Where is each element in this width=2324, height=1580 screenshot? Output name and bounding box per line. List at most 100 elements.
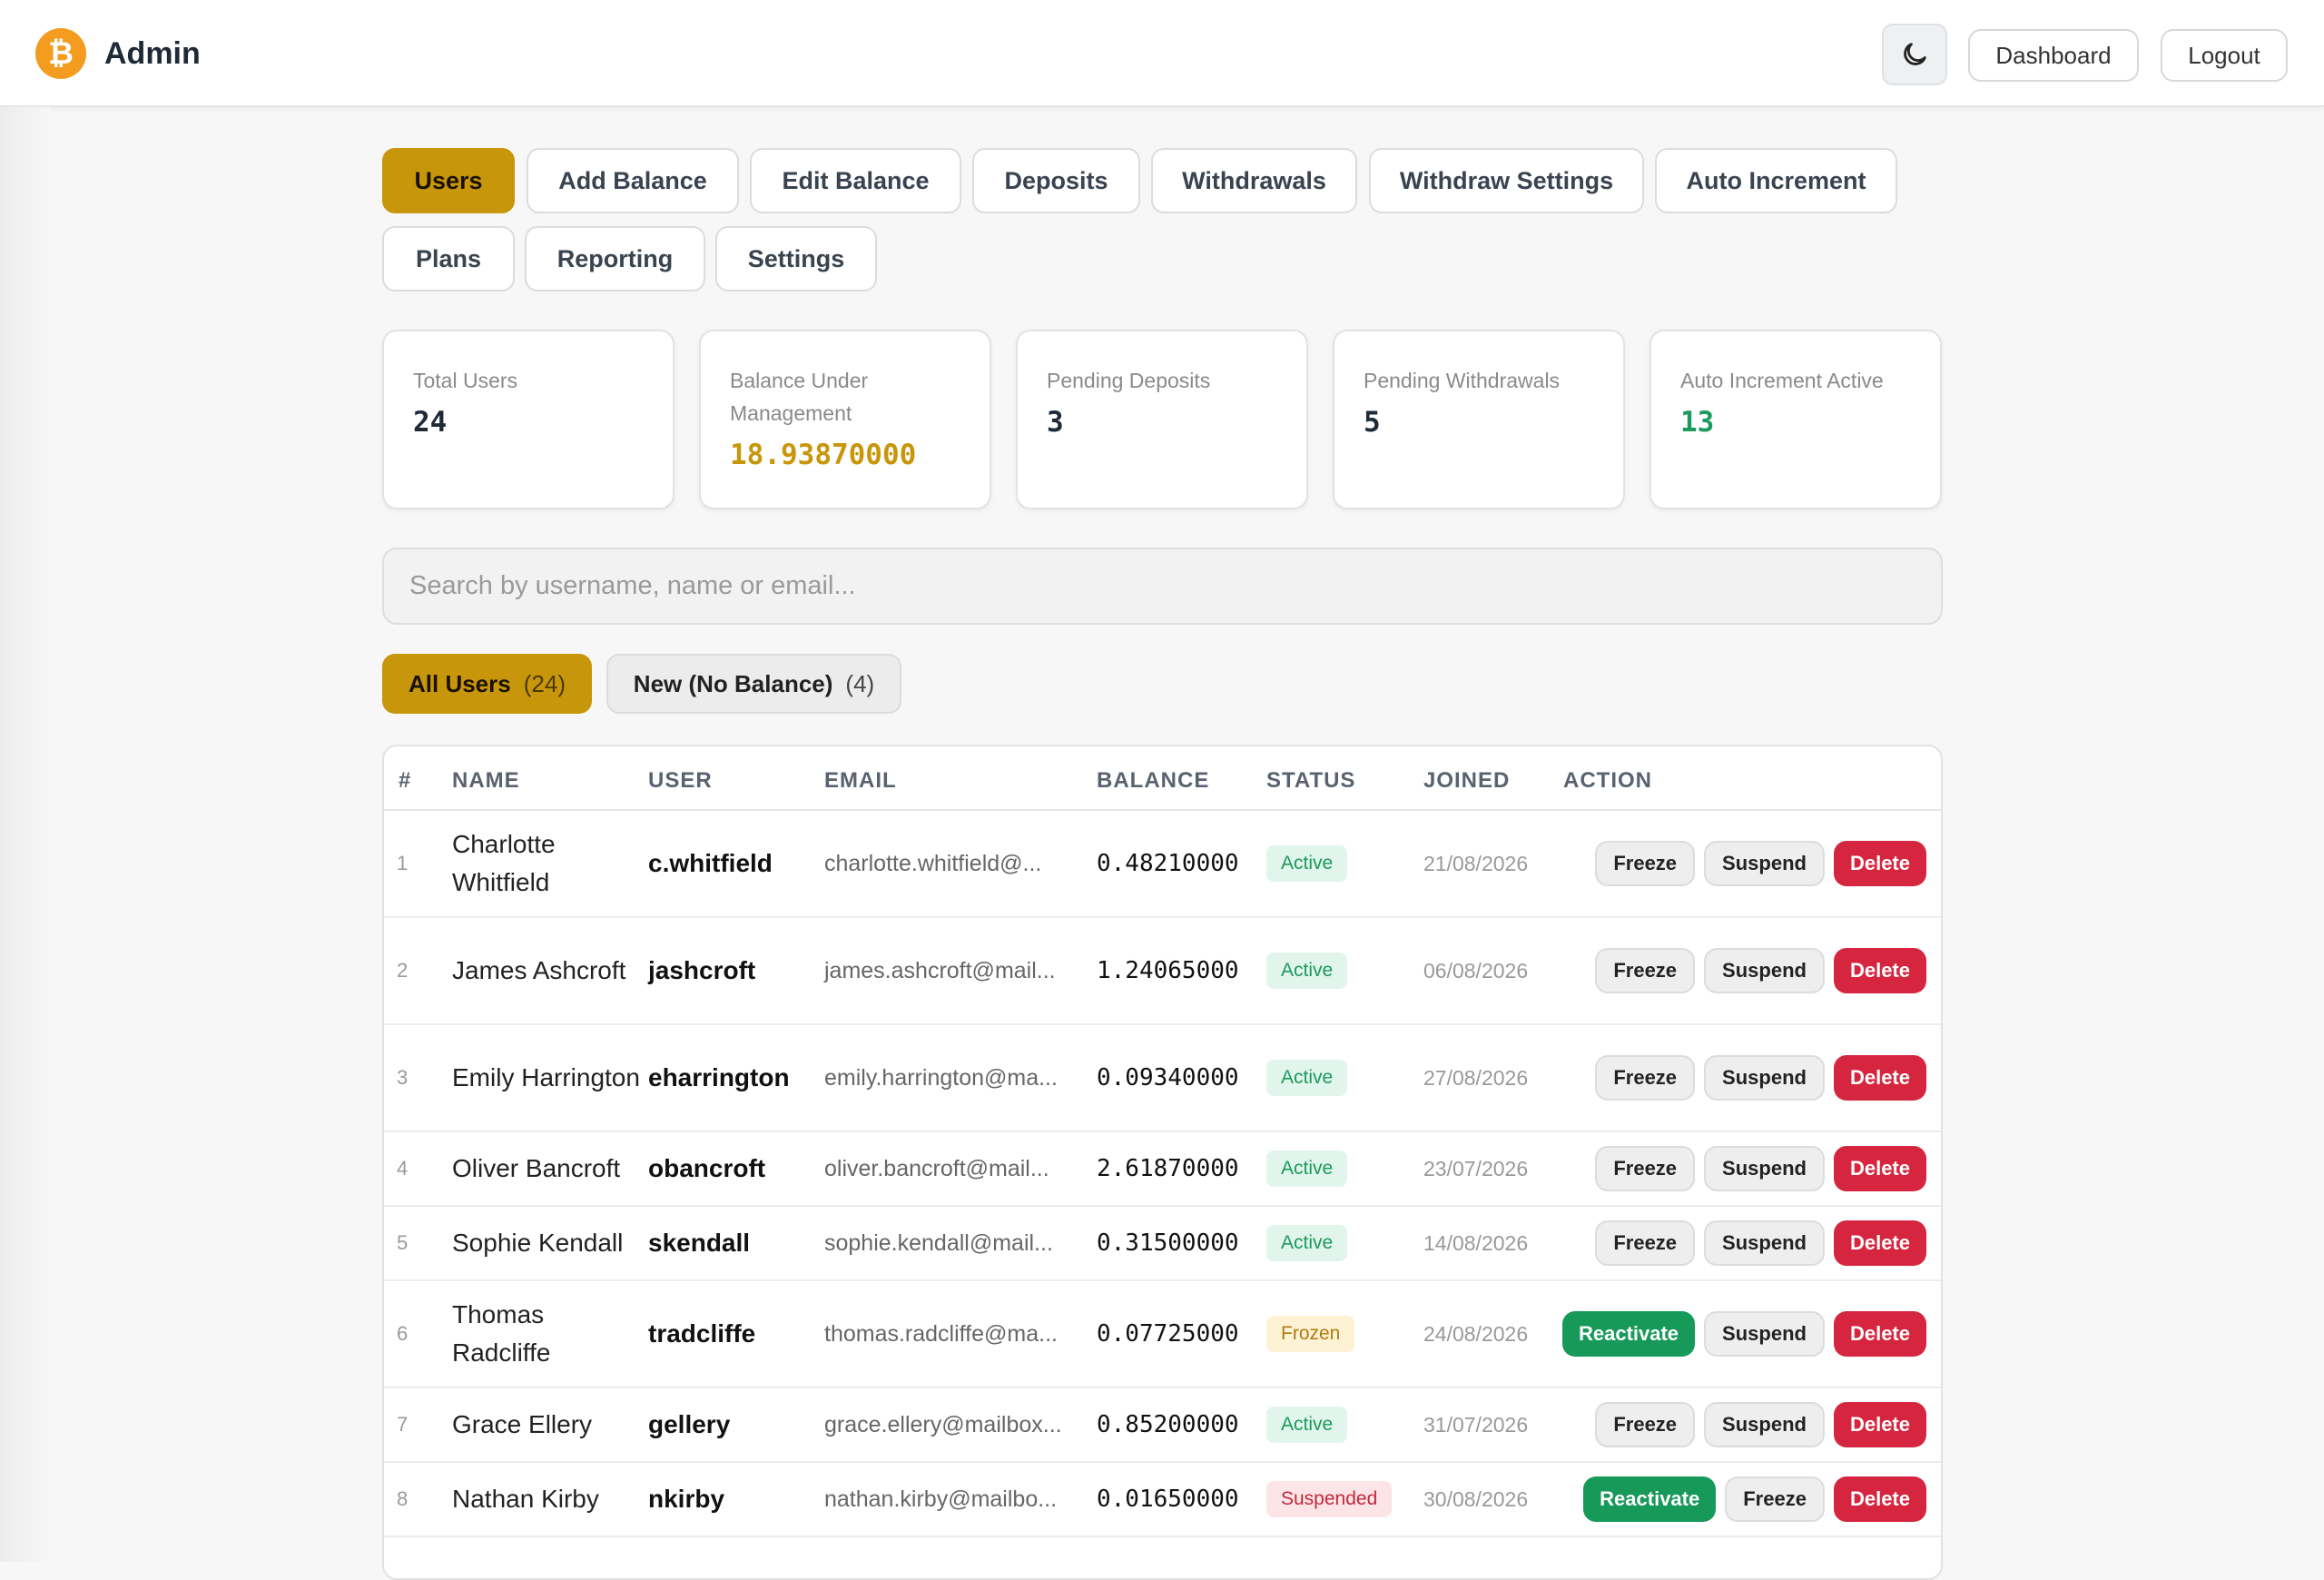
dashboard-button[interactable]: Dashboard bbox=[1968, 29, 2139, 82]
user-email: oliver.bancroft@mail... bbox=[824, 1155, 1049, 1181]
status-cell: Active bbox=[1266, 1025, 1348, 1131]
freeze-button[interactable]: Freeze bbox=[1595, 1146, 1696, 1191]
tab-withdrawals[interactable]: Withdrawals bbox=[1151, 148, 1357, 213]
user-email: sophie.kendall@mail... bbox=[824, 1229, 1053, 1256]
suspend-button[interactable]: Suspend bbox=[1704, 1311, 1825, 1357]
action-group: Freeze Suspend Delete bbox=[1595, 1207, 1926, 1279]
filter-new-no-balance[interactable]: New (No Balance) (4) bbox=[606, 654, 901, 714]
suspend-button[interactable]: Suspend bbox=[1704, 1220, 1825, 1266]
delete-button[interactable]: Delete bbox=[1833, 1055, 1926, 1101]
user-full-name: James Ashcroft bbox=[452, 956, 626, 984]
user-email: thomas.radcliffe@ma... bbox=[824, 1320, 1058, 1347]
tab-auto-increment[interactable]: Auto Increment bbox=[1655, 148, 1897, 213]
filter-all-users[interactable]: All Users (24) bbox=[382, 654, 592, 714]
suspend-button[interactable]: Suspend bbox=[1704, 1402, 1825, 1447]
status-cell: Active bbox=[1266, 1207, 1348, 1279]
tab-edit-balance[interactable]: Edit Balance bbox=[750, 148, 961, 213]
action-group: Freeze Suspend Delete bbox=[1595, 1388, 1926, 1461]
user-full-name: Charlotte Whitfield bbox=[452, 830, 556, 896]
logout-button[interactable]: Logout bbox=[2161, 29, 2288, 82]
status-cell: Suspended bbox=[1266, 1463, 1393, 1536]
tab-add-balance[interactable]: Add Balance bbox=[527, 148, 739, 213]
user-balance: 0.01650000 bbox=[1097, 1486, 1239, 1513]
suspend-button[interactable]: Suspend bbox=[1704, 841, 1825, 886]
column-header-status: STATUS bbox=[1266, 768, 1356, 793]
table-row: 1 Charlotte Whitfield c.whitfield charlotte… bbox=[384, 811, 1941, 918]
suspend-button[interactable]: Suspend bbox=[1704, 948, 1825, 993]
stat-label: Total Users bbox=[413, 369, 518, 392]
freeze-button[interactable]: Freeze bbox=[1725, 1476, 1825, 1522]
action-group: Freeze Suspend Delete bbox=[1595, 811, 1926, 916]
action-group: Freeze Suspend Delete bbox=[1595, 1025, 1926, 1131]
stat-value: 13 bbox=[1680, 406, 1715, 439]
row-number: 4 bbox=[397, 1157, 409, 1180]
filter-label: New (No Balance) bbox=[633, 669, 833, 697]
user-full-name: Grace Ellery bbox=[452, 1410, 593, 1438]
username: eharrington bbox=[648, 1063, 790, 1091]
tab-settings[interactable]: Settings bbox=[715, 226, 877, 291]
freeze-button[interactable]: Freeze bbox=[1595, 1220, 1696, 1266]
row-number: 8 bbox=[397, 1487, 409, 1510]
delete-button[interactable]: Delete bbox=[1833, 841, 1926, 886]
column-header-email: EMAIL bbox=[824, 768, 897, 793]
tab-deposits[interactable]: Deposits bbox=[972, 148, 1140, 213]
joined-date: 30/08/2026 bbox=[1423, 1486, 1529, 1511]
action-group: Reactivate Freeze Delete bbox=[1583, 1463, 1926, 1536]
filter-label: All Users bbox=[409, 669, 511, 697]
tab-reporting[interactable]: Reporting bbox=[525, 226, 705, 291]
column-header-user: USER bbox=[648, 768, 713, 793]
user-email: charlotte.whitfield@... bbox=[824, 850, 1042, 876]
freeze-button[interactable]: Freeze bbox=[1595, 841, 1696, 886]
table-row: 7 Grace Ellery gellery grace.ellery@mailbox… bbox=[384, 1388, 1941, 1463]
suspend-button[interactable]: Suspend bbox=[1704, 1146, 1825, 1191]
delete-button[interactable]: Delete bbox=[1833, 1476, 1926, 1522]
tab-withdraw-settings[interactable]: Withdraw Settings bbox=[1369, 148, 1644, 213]
stat-label: Auto Increment Active bbox=[1680, 369, 1884, 392]
stat-card-total-users: Total Users 24 bbox=[382, 330, 675, 509]
status-cell: Active bbox=[1266, 1132, 1348, 1205]
username: obancroft bbox=[648, 1154, 766, 1182]
top-bar: ₿ Admin Dashboard Logout bbox=[0, 0, 2324, 107]
search-input[interactable] bbox=[382, 548, 1943, 625]
header-divider bbox=[384, 809, 1941, 811]
joined-date: 31/07/2026 bbox=[1423, 1412, 1529, 1437]
table-row: 2 James Ashcroft jashcroft james.ashcroft@m… bbox=[384, 918, 1941, 1025]
row-number: 2 bbox=[397, 959, 409, 982]
filter-count: (24) bbox=[523, 669, 566, 697]
delete-button[interactable]: Delete bbox=[1833, 1146, 1926, 1191]
stat-value: 3 bbox=[1047, 406, 1064, 439]
joined-date: 24/08/2026 bbox=[1423, 1321, 1529, 1346]
bitcoin-icon: ₿ bbox=[35, 28, 86, 79]
username: c.whitfield bbox=[648, 849, 773, 877]
tab-users[interactable]: Users bbox=[382, 148, 515, 213]
stat-value: 5 bbox=[1364, 406, 1381, 439]
delete-button[interactable]: Delete bbox=[1833, 1311, 1926, 1357]
delete-button[interactable]: Delete bbox=[1833, 948, 1926, 993]
delete-button[interactable]: Delete bbox=[1833, 1220, 1926, 1266]
user-full-name: Emily Harrington bbox=[452, 1063, 640, 1091]
reactivate-button[interactable]: Reactivate bbox=[1561, 1311, 1696, 1357]
user-full-name: Thomas Radcliffe bbox=[452, 1300, 551, 1367]
user-full-name: Oliver Bancroft bbox=[452, 1154, 621, 1182]
stat-label: Balance Under Management bbox=[730, 369, 869, 425]
user-balance: 0.07725000 bbox=[1097, 1320, 1239, 1348]
freeze-button[interactable]: Freeze bbox=[1595, 1402, 1696, 1447]
user-balance: 0.85200000 bbox=[1097, 1411, 1239, 1438]
user-email: emily.harrington@ma... bbox=[824, 1064, 1058, 1091]
reactivate-button[interactable]: Reactivate bbox=[1583, 1476, 1717, 1522]
suspend-button[interactable]: Suspend bbox=[1704, 1055, 1825, 1101]
status-cell: Active bbox=[1266, 811, 1348, 916]
tab-plans[interactable]: Plans bbox=[382, 226, 515, 291]
delete-button[interactable]: Delete bbox=[1833, 1402, 1926, 1447]
row-number: 1 bbox=[397, 852, 409, 874]
status-badge: Active bbox=[1266, 1407, 1348, 1443]
theme-toggle-button[interactable] bbox=[1882, 24, 1947, 85]
user-email: james.ashcroft@mail... bbox=[824, 957, 1056, 983]
user-full-name: Sophie Kendall bbox=[452, 1229, 624, 1257]
freeze-button[interactable]: Freeze bbox=[1595, 1055, 1696, 1101]
freeze-button[interactable]: Freeze bbox=[1595, 948, 1696, 993]
column-header-name: NAME bbox=[452, 768, 520, 793]
brand[interactable]: ₿ Admin bbox=[35, 28, 201, 79]
table-row: 4 Oliver Bancroft obancroft oliver.bancroft… bbox=[384, 1132, 1941, 1207]
user-balance: 2.61870000 bbox=[1097, 1155, 1239, 1182]
